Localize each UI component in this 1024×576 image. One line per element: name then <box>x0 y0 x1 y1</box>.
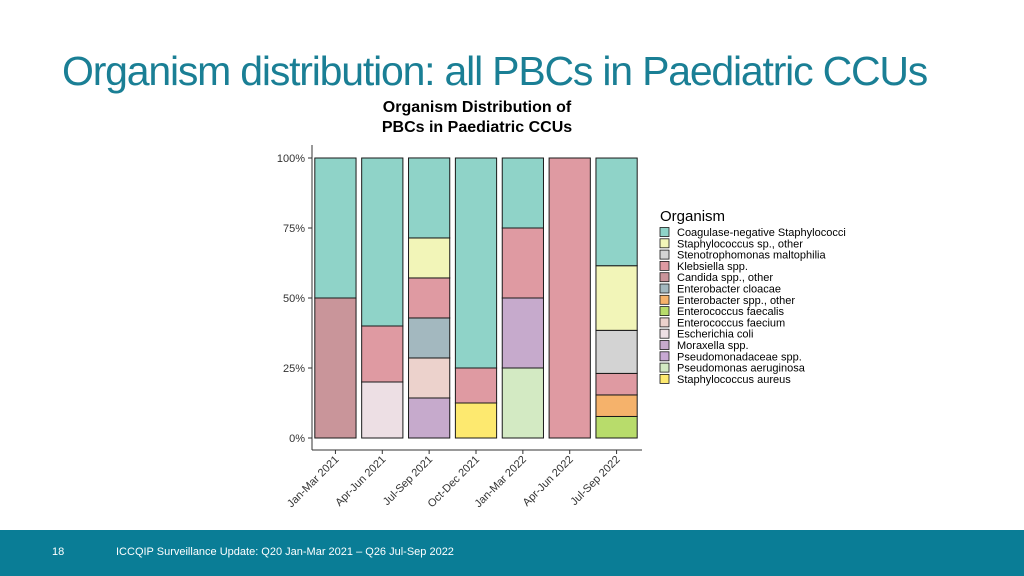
legend-label: Enterobacter cloacae <box>677 284 781 296</box>
legend-label: Staphylococcus aureus <box>677 374 791 386</box>
legend-label: Moraxella spp. <box>677 340 749 352</box>
legend-label: Escherichia coli <box>677 329 753 341</box>
legend-swatch <box>659 283 670 294</box>
legend-swatch <box>659 249 670 260</box>
bar-segment <box>408 237 451 279</box>
y-tick-label: 100% <box>277 153 305 165</box>
legend-swatch <box>659 227 670 237</box>
y-tick-label: 75% <box>283 223 305 235</box>
legend-swatch <box>659 306 670 317</box>
bar-segment <box>314 157 357 299</box>
legend-label: Pseudomonas aeruginosa <box>677 363 806 375</box>
x-tick-label: Jan-Mar 2021 <box>285 454 341 510</box>
legend-title: Organism <box>660 208 725 225</box>
legend-label: Enterococcus faecium <box>677 317 785 329</box>
bar-segment <box>595 372 638 396</box>
x-tick-label: Jul-Sep 2022 <box>568 454 622 508</box>
bar-segment <box>408 317 451 359</box>
legend-swatch <box>659 272 670 283</box>
bar-segment <box>408 397 451 439</box>
slide-number: 18 <box>52 546 65 558</box>
legend-label: Candida spp., other <box>677 272 773 284</box>
y-tick-label: 0% <box>289 433 305 445</box>
legend-label: Stenotrophomonas maltophilia <box>677 250 826 262</box>
bar-segment <box>595 394 638 417</box>
bar-segment <box>408 357 451 399</box>
footer-text: ICCQIP Surveillance Update: Q20 Jan-Mar … <box>116 546 454 558</box>
legend-swatch <box>659 317 670 328</box>
bar-segment <box>361 157 404 327</box>
y-tick-label: 50% <box>283 293 305 305</box>
legend-swatch <box>659 351 670 362</box>
x-tick-label: Apr-Jun 2022 <box>521 454 576 509</box>
legend-swatch <box>659 238 670 249</box>
bar-segment <box>595 157 638 267</box>
bar-segment <box>314 297 357 439</box>
bar-segment <box>454 402 498 439</box>
legend-swatch <box>659 328 670 339</box>
legend-label: Staphylococcus sp., other <box>677 238 803 250</box>
chart-title-line: Organism Distribution of <box>383 99 572 116</box>
legend-label: Coagulase-negative Staphylococci <box>677 227 846 239</box>
bar-segment <box>408 277 451 319</box>
bar-segment <box>454 367 498 404</box>
footer-bar: 18 ICCQIP Surveillance Update: Q20 Jan-M… <box>0 530 1024 576</box>
bar-segment <box>595 415 638 439</box>
legend-label: Pseudomonadaceae spp. <box>677 351 802 363</box>
bar-segment <box>501 227 544 299</box>
legend-label: Enterobacter spp., other <box>677 295 795 307</box>
legend-label: Enterococcus faecalis <box>677 306 784 318</box>
legend-label: Klebsiella spp. <box>677 261 748 273</box>
slide-title: Organism distribution: all PBCs in Paedi… <box>62 48 928 94</box>
bar-segment <box>361 325 404 383</box>
bar-segment <box>501 157 544 229</box>
legend-swatch <box>659 362 670 373</box>
bar-segment <box>501 367 544 439</box>
legend-swatch <box>659 373 670 384</box>
legend-swatch <box>659 294 670 305</box>
bar-segment <box>548 157 591 439</box>
bar-segment <box>361 381 404 439</box>
y-tick-label: 25% <box>283 363 305 375</box>
bar-segment <box>408 157 451 239</box>
legend-swatch <box>659 260 670 271</box>
bar-segment <box>501 297 544 369</box>
x-tick-label: Apr-Jun 2021 <box>333 454 388 509</box>
legend-swatch <box>659 340 670 350</box>
bar-segment <box>454 157 498 369</box>
organism-distribution-chart: Organism Distribution of PBCs in Paediatr… <box>277 99 846 510</box>
bar-segment <box>595 329 638 374</box>
bar-segment <box>595 265 638 331</box>
chart-title-line: PBCs in Paediatric CCUs <box>382 119 572 136</box>
